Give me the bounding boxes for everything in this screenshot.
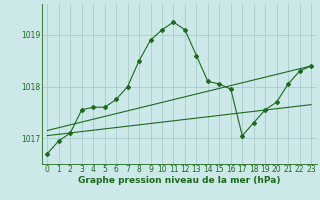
X-axis label: Graphe pression niveau de la mer (hPa): Graphe pression niveau de la mer (hPa) — [78, 176, 280, 185]
